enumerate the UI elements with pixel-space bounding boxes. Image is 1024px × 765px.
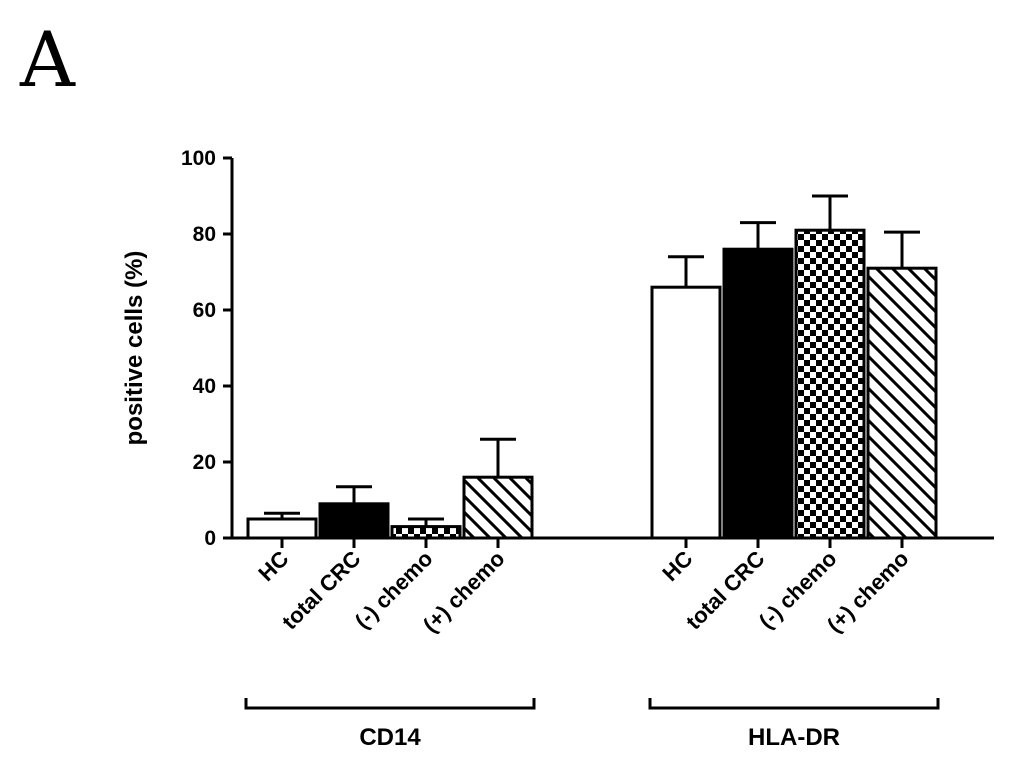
- y-tick-label: 60: [193, 299, 216, 322]
- y-axis-label: positive cells (%): [121, 251, 148, 446]
- group-label: HLA-DR: [748, 724, 840, 751]
- panel-label: A: [20, 15, 75, 104]
- axes: 0 20 40 60 80 100 positive cells (%): [121, 147, 994, 550]
- y-tick-label: 0: [204, 527, 216, 550]
- group-bracket: [648, 698, 940, 710]
- bar: [650, 285, 722, 540]
- category-label: total CRC: [277, 546, 366, 635]
- y-tick-label: 40: [193, 375, 216, 398]
- bars: [246, 194, 938, 540]
- bar: [246, 517, 318, 540]
- group-label: CD14: [359, 724, 421, 751]
- y-tick-label: 80: [193, 223, 216, 246]
- bar: [722, 247, 794, 540]
- bar: [318, 502, 390, 540]
- bar: [866, 266, 938, 540]
- category-label: total CRC: [681, 546, 770, 635]
- y-tick-label: 20: [193, 451, 216, 474]
- y-tick-label: 100: [181, 147, 216, 170]
- bar: [794, 228, 866, 540]
- bar: [390, 525, 462, 540]
- group-bracket: [244, 698, 536, 710]
- category-label: HC: [657, 546, 697, 586]
- category-label: HC: [253, 546, 293, 586]
- bar: [462, 475, 534, 540]
